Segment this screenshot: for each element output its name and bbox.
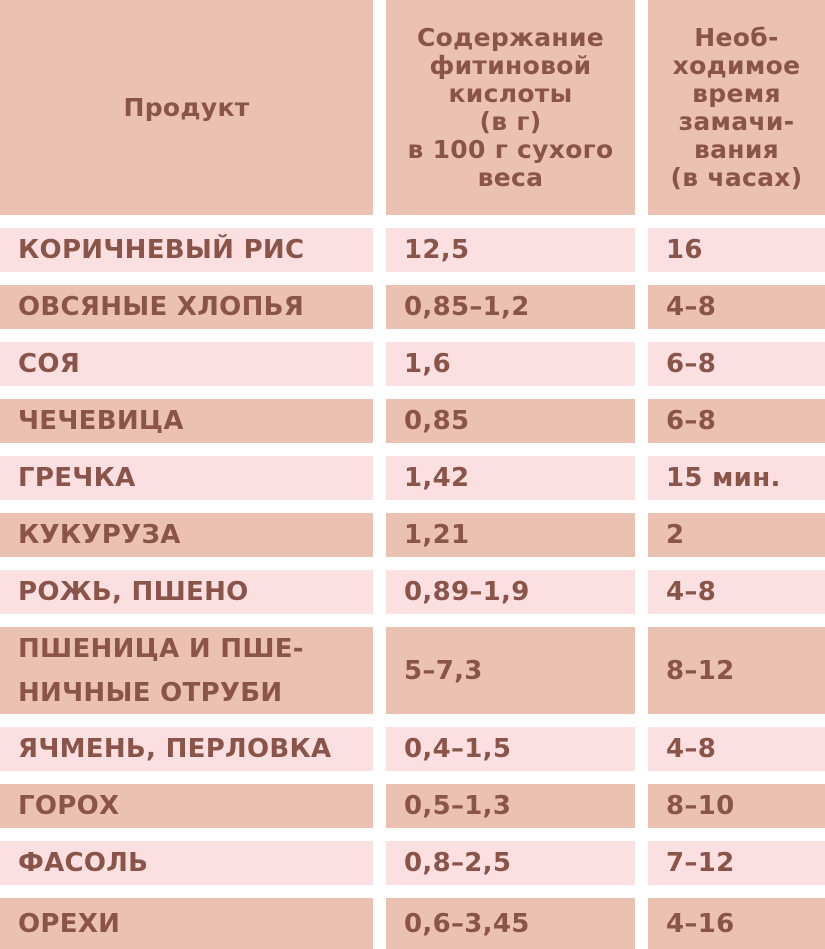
phytic-cell: 1,21	[386, 513, 635, 557]
soak-cell: 16	[648, 228, 825, 272]
product-cell: ПШЕНИЦА И ПШЕ- НИЧНЫЕ ОТРУБИ	[0, 627, 373, 714]
product-cell: ОРЕХИ	[0, 898, 373, 949]
product-cell: РОЖЬ, ПШЕНО	[0, 570, 373, 614]
phytic-cell: 0,89–1,9	[386, 570, 635, 614]
soak-cell: 8–10	[648, 784, 825, 828]
soak-cell: 7–12	[648, 841, 825, 885]
soak-cell: 4–8	[648, 570, 825, 614]
soak-cell: 2	[648, 513, 825, 557]
soak-cell: 4–16	[648, 898, 825, 949]
product-cell: ЧЕЧЕВИЦА	[0, 399, 373, 443]
soak-cell: 6–8	[648, 399, 825, 443]
product-cell: ЯЧМЕНЬ, ПЕРЛОВКА	[0, 727, 373, 771]
phytic-cell: 0,6–3,45	[386, 898, 635, 949]
soak-cell: 4–8	[648, 285, 825, 329]
product-cell: КОРИЧНЕВЫЙ РИС	[0, 228, 373, 272]
phytic-cell: 0,5–1,3	[386, 784, 635, 828]
soak-cell: 15 мин.	[648, 456, 825, 500]
phytic-cell: 0,8–2,5	[386, 841, 635, 885]
soak-cell: 6–8	[648, 342, 825, 386]
soak-cell: 4–8	[648, 727, 825, 771]
header-soak-time: Необ- ходимое время замачи- вания (в час…	[648, 0, 825, 215]
phytic-cell: 0,85–1,2	[386, 285, 635, 329]
product-cell: ОВСЯНЫЕ ХЛОПЬЯ	[0, 285, 373, 329]
product-cell: СОЯ	[0, 342, 373, 386]
soak-cell: 8–12	[648, 627, 825, 714]
phytic-cell: 1,6	[386, 342, 635, 386]
header-phytic-content: Содержание фитиновой кислоты (в г) в 100…	[386, 0, 635, 215]
product-cell: КУКУРУЗА	[0, 513, 373, 557]
phytic-cell: 0,85	[386, 399, 635, 443]
product-cell: ФАСОЛЬ	[0, 841, 373, 885]
product-cell: ГРЕЧКА	[0, 456, 373, 500]
phytic-cell: 0,4–1,5	[386, 727, 635, 771]
phytic-cell: 12,5	[386, 228, 635, 272]
phytic-cell: 5–7,3	[386, 627, 635, 714]
header-product: Продукт	[0, 0, 373, 215]
product-cell: ГОРОХ	[0, 784, 373, 828]
phytic-cell: 1,42	[386, 456, 635, 500]
